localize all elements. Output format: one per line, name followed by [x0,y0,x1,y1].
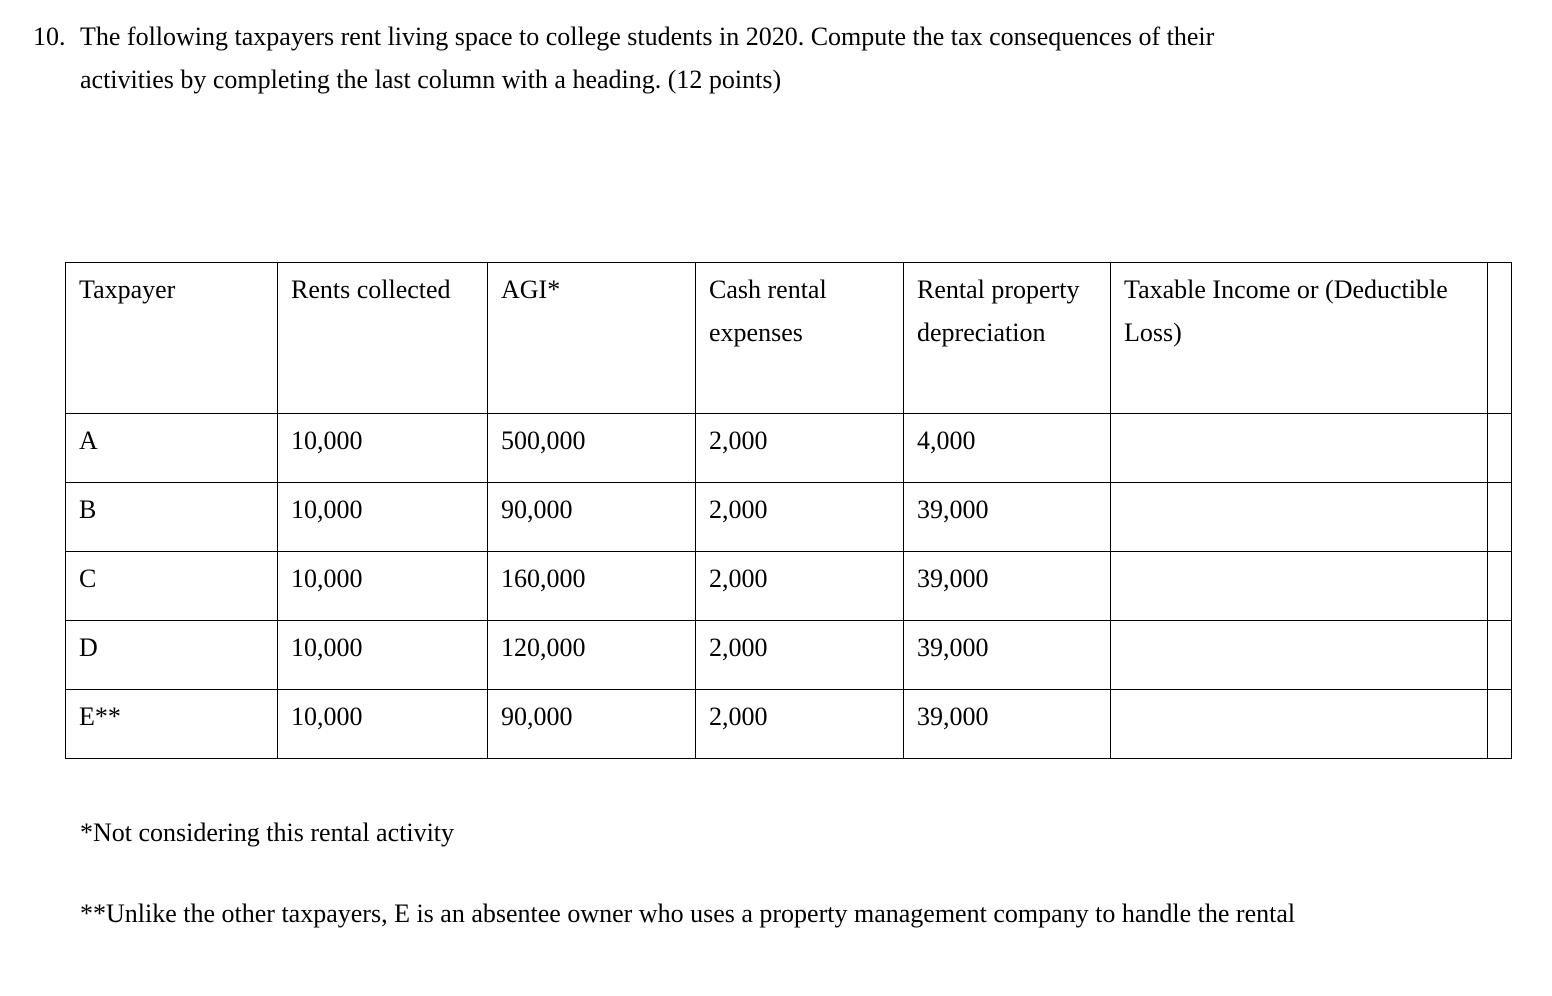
table-cell: 39,000 [903,620,1111,690]
taxpayer-table: Taxpayer Rents collected AGI* Cash renta… [65,262,1512,759]
table-cell: 4,000 [903,413,1111,483]
table-cell: 2,000 [695,482,904,552]
table-row-c: C 10,000 160,000 2,000 39,000 [65,551,1512,621]
table-cell: 2,000 [695,551,904,621]
header-taxpayer: Taxpayer [65,262,278,414]
table-cell: 500,000 [487,413,696,483]
header-rents-collected: Rents collected [277,262,488,414]
answer-cell [1110,551,1488,621]
table-cell: 120,000 [487,620,696,690]
table-cell-empty [1487,482,1512,552]
question-number: 10. [33,22,66,51]
table-cell: 39,000 [903,551,1111,621]
answer-cell [1110,482,1488,552]
question-text: 10. The following taxpayers rent living … [33,16,1215,102]
header-cash-rental-expenses: Cash rental expenses [695,262,904,414]
header-taxable-income: Taxable Income or (Deductible Loss) [1110,262,1488,414]
table-header-row: Taxpayer Rents collected AGI* Cash renta… [65,262,1512,414]
table-cell: 160,000 [487,551,696,621]
table-cell: D [65,620,278,690]
table-cell: 2,000 [695,689,904,759]
table-cell-empty [1487,689,1512,759]
question-body: The following taxpayers rent living spac… [80,22,1215,94]
table-cell: 10,000 [277,551,488,621]
table-cell-empty [1487,551,1512,621]
table-row-d: D 10,000 120,000 2,000 39,000 [65,620,1512,690]
header-rental-property-depreciation: Rental property depreciation [903,262,1111,414]
table-row-a: A 10,000 500,000 2,000 4,000 [65,413,1512,483]
answer-cell [1110,413,1488,483]
footnote-taxpayer-e: **Unlike the other taxpayers, E is an ab… [80,899,1296,928]
header-empty [1487,262,1512,414]
table-cell: 10,000 [277,620,488,690]
table-cell: 39,000 [903,689,1111,759]
table-cell: 39,000 [903,482,1111,552]
footnote-agi: *Not considering this rental activity [80,818,455,847]
table-cell-empty [1487,413,1512,483]
table-cell: E** [65,689,278,759]
header-agi: AGI* [487,262,696,414]
table-cell: 2,000 [695,620,904,690]
table-cell: C [65,551,278,621]
answer-cell [1110,620,1488,690]
table-cell: 2,000 [695,413,904,483]
table-row-b: B 10,000 90,000 2,000 39,000 [65,482,1512,552]
table-cell: 90,000 [487,689,696,759]
table-cell-empty [1487,620,1512,690]
table-cell: B [65,482,278,552]
table-cell: A [65,413,278,483]
table-row-e: E** 10,000 90,000 2,000 39,000 [65,689,1512,759]
table-cell: 10,000 [277,413,488,483]
table-cell: 10,000 [277,689,488,759]
table-cell: 90,000 [487,482,696,552]
answer-cell [1110,689,1488,759]
table-cell: 10,000 [277,482,488,552]
